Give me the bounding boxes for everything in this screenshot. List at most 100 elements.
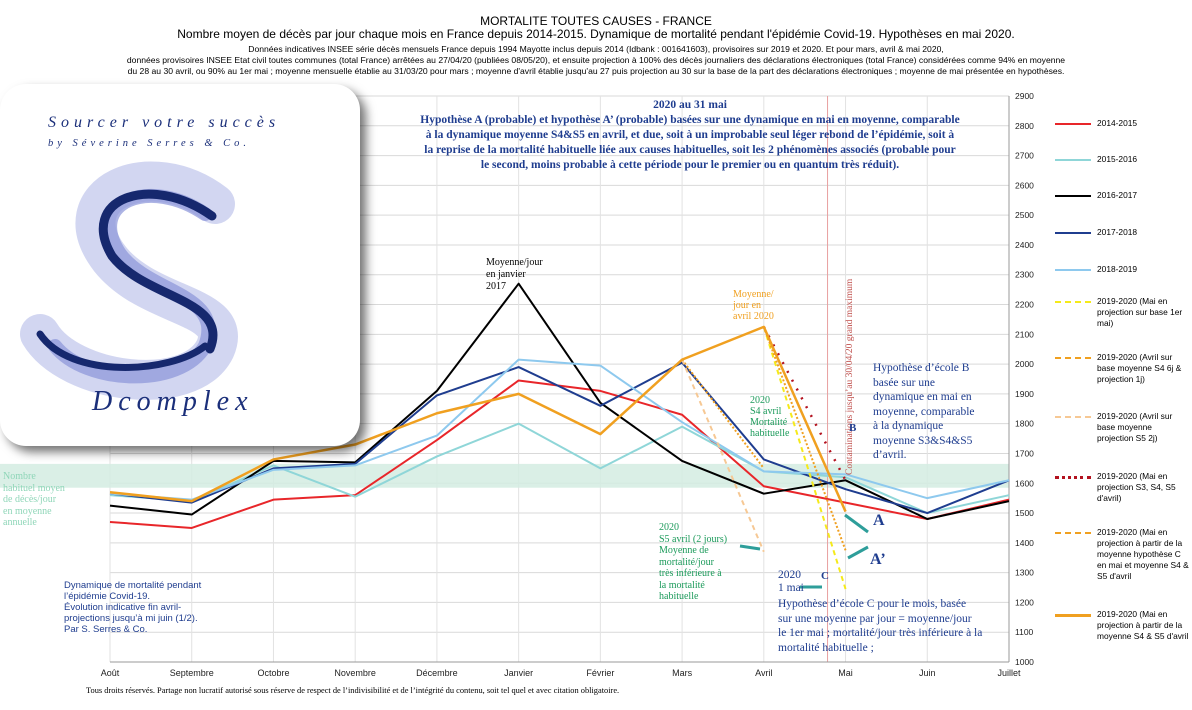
annotation-arrow-1	[847, 545, 869, 560]
x-tick-label: Décembre	[416, 668, 458, 678]
y-tick-label: 1700	[1015, 448, 1034, 458]
y-tick-label: 2000	[1015, 359, 1034, 369]
label-a: A	[873, 512, 885, 529]
source-note-line3: du 28 au 30 avril, ou 90% au 1er mai ; m…	[127, 66, 1065, 76]
y-tick-label: 2300	[1015, 270, 1034, 280]
legend-swatch	[1055, 476, 1091, 479]
s4-label-line2: S4 avril	[750, 406, 782, 417]
copyright-footer: Tous droits réservés. Partage non lucrat…	[86, 686, 620, 695]
dynamics-note-line2: l’épidémie Covid-19.	[64, 591, 151, 602]
s5-label-line4: mortalité/jour	[659, 556, 714, 568]
legend-swatch	[1055, 195, 1091, 197]
january-label-line1: Moyenne/jour	[486, 257, 543, 268]
series-line-5	[762, 326, 847, 590]
legend-entry: 2016-2017	[1097, 190, 1138, 200]
y-tick-label: 2500	[1015, 210, 1034, 220]
series-line-6	[681, 359, 765, 469]
s4-label-line4: habituelle	[750, 428, 790, 439]
label-c: C	[821, 570, 829, 582]
hypothesis-b-text: Hypothèse d’école B basée sur une dynami…	[873, 361, 975, 463]
january-label-line3: 2017	[486, 281, 506, 292]
y-tick-label: 1000	[1015, 657, 1034, 667]
x-tick-label: Août	[101, 668, 120, 678]
x-tick-label: Janvier	[504, 668, 533, 678]
hypothesis-b-line7: d’avril.	[873, 449, 907, 461]
may-1-label: 2020 1 mai	[778, 569, 804, 595]
hypothesis-c-line2: sur une moyenne par jour = moyenne/jour	[778, 612, 972, 625]
series-line-7	[681, 359, 765, 553]
legend-entry: 2019-2020 (Avril sur base moyenne S4 6j …	[1097, 352, 1182, 384]
legend-entry: 2019-2020 (Avril sur base moyenne projec…	[1097, 411, 1173, 443]
s4-label-line1: 2020	[750, 395, 770, 406]
s5-label-line5: très inférieure à	[659, 568, 722, 579]
s5-label-line3: Moyenne de	[659, 545, 709, 556]
dynamics-note: Dynamique de mortalité pendant l’épidémi…	[64, 580, 201, 635]
y-tick-label: 2800	[1015, 121, 1034, 131]
x-tick-label: Juillet	[997, 668, 1021, 678]
legend-swatch	[1055, 416, 1091, 418]
hypothesis-a-title: 2020 au 31 mai	[653, 99, 727, 111]
series-line-4	[109, 358, 1010, 501]
source-note-line2: données provisoires INSEE Etat civil tou…	[126, 55, 1066, 65]
legend-swatch	[1055, 123, 1091, 125]
dynamics-note-line3: Évolution indicative fin avril-	[64, 602, 182, 613]
legend-swatch	[1055, 532, 1091, 534]
legend-entry: 2019-2020 (Mai en projection sur base 1e…	[1097, 296, 1183, 328]
hypothesis-a-line3: la reprise de la mortalité habituelle li…	[424, 144, 956, 156]
legend-swatch	[1055, 614, 1091, 617]
y-tick-label: 1900	[1015, 389, 1034, 399]
hypothesis-a-line2: à la dynamique moyenne S4&S5 en avril, e…	[425, 129, 955, 141]
usual-label-line4: en moyenne	[3, 505, 52, 517]
s5-april-label: 2020 S5 avril (2 jours) Moyenne de morta…	[659, 522, 727, 603]
legend-swatch	[1055, 159, 1091, 161]
annotation-arrow-0	[844, 513, 869, 534]
april-2020-label: Moyenne/ jour en avril 2020	[733, 289, 774, 322]
s5-label-line7: habituelle	[659, 591, 699, 602]
y-tick-label: 1800	[1015, 419, 1034, 429]
may-label-line2: 1 mai	[778, 582, 804, 594]
y-tick-label: 2600	[1015, 180, 1034, 190]
hypothesis-c-text: Hypothèse d’école C pour le mois, basée …	[778, 597, 982, 655]
legend-entry: 2017-2018	[1097, 227, 1138, 237]
april-label-line2: jour en	[733, 300, 762, 311]
logo-wordmark: Dcomplex	[92, 386, 254, 417]
hypothesis-b-line6: moyenne S3&S4&S5	[873, 434, 973, 447]
y-tick-label: 2400	[1015, 240, 1034, 250]
logo-panel: Sourcer votre succès by Séverine Serres …	[0, 84, 360, 446]
legend-swatch	[1055, 232, 1091, 234]
y-tick-label: 2700	[1015, 151, 1034, 161]
legend-swatch	[1055, 301, 1091, 303]
hypothesis-a-line4: le second, moins probable à cette périod…	[480, 159, 900, 171]
x-tick-label: Novembre	[334, 668, 376, 678]
hypothesis-c-line3: le 1er mai ; mortalité/jour très inférie…	[778, 627, 983, 639]
usual-label-line1: Nombre	[3, 471, 36, 482]
label-a-prime: A’	[870, 551, 886, 568]
hypothesis-c-line1: Hypothèse d’école C pour le mois, basée	[778, 598, 967, 610]
x-tick-label: Février	[586, 668, 614, 678]
x-tick-label: Mars	[672, 668, 692, 678]
s5-label-line1: 2020	[659, 522, 679, 533]
y-tick-label: 2900	[1015, 91, 1034, 101]
x-tick-label: Avril	[755, 668, 772, 678]
series-line-2	[109, 282, 1010, 521]
legend-entry: 2018-2019	[1097, 264, 1138, 274]
annotation-arrow-2	[739, 544, 761, 551]
april-label-line1: Moyenne/	[733, 289, 774, 300]
y-tick-label: 1500	[1015, 508, 1034, 518]
legend-entry: 2015-2016	[1097, 154, 1138, 164]
y-tick-label: 1200	[1015, 597, 1034, 607]
contamination-label: Contaminations jusqu’au 30/04/20 grand m…	[845, 278, 855, 475]
dynamics-note-line1: Dynamique de mortalité pendant	[64, 580, 202, 591]
source-note-line1: Données indicatives INSEE série décès me…	[248, 44, 944, 54]
y-tick-label: 1300	[1015, 568, 1034, 578]
dynamics-note-line4: projections jusqu’à mi juin (1/2).	[64, 613, 198, 624]
x-tick-label: Mai	[838, 668, 853, 678]
logo-s-icon	[20, 161, 238, 400]
legend-entry: 2014-2015	[1097, 118, 1138, 128]
s5-label-line6: la mortalité	[659, 579, 705, 591]
y-tick-label: 2100	[1015, 329, 1034, 339]
hypothesis-a-line1: Hypothèse A (probable) et hypothèse A’ (…	[420, 114, 960, 126]
legend-swatch	[1055, 269, 1091, 271]
usual-label-line3: de décès/jour	[3, 494, 57, 505]
legend-entry: 2019-2020 (Mai en projection à partir de…	[1097, 527, 1189, 581]
